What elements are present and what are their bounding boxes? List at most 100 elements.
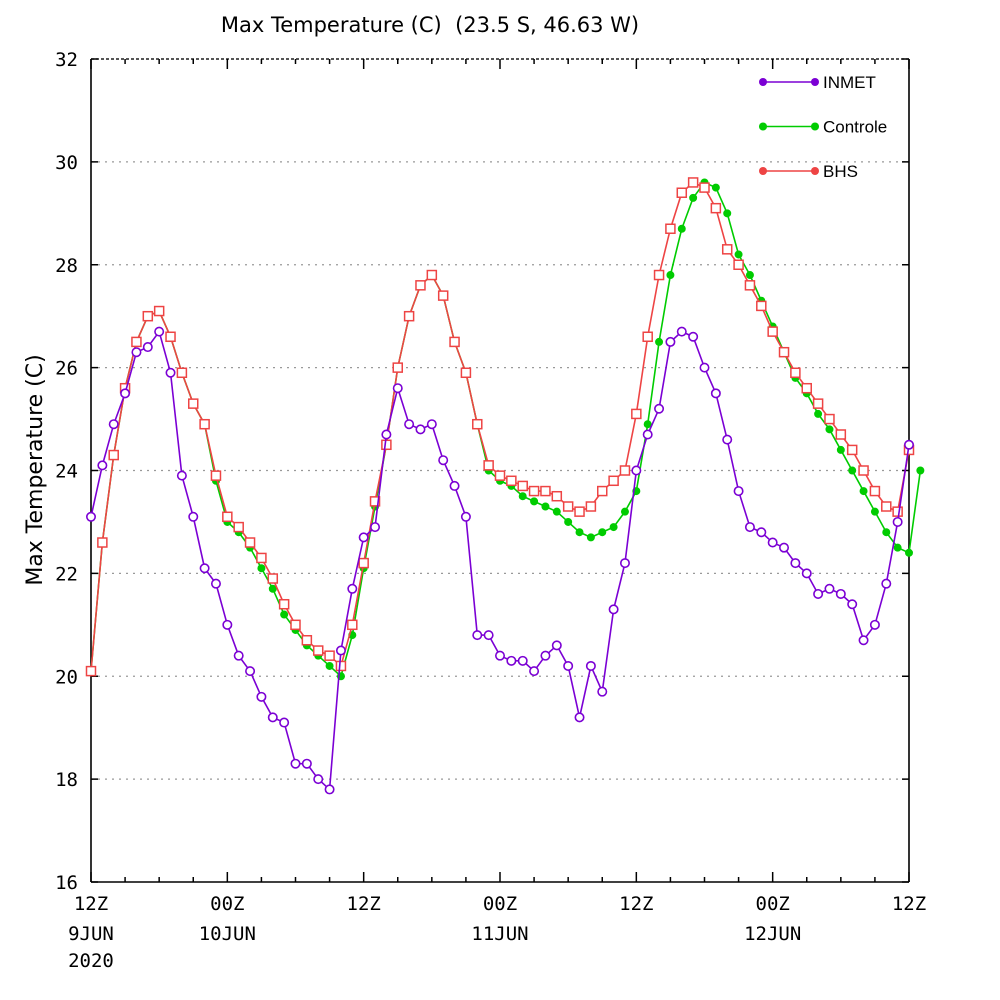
legend-label-bhs: BHS <box>823 162 858 181</box>
data-point-inmet <box>631 465 642 476</box>
data-point-bhs <box>846 444 858 456</box>
data-point-inmet <box>86 511 97 522</box>
data-point-bhs <box>528 485 540 497</box>
data-point-bhs <box>710 202 722 214</box>
data-point-controle <box>689 193 698 202</box>
y-tick-label: 20 <box>55 666 78 688</box>
data-point-controle <box>882 528 891 537</box>
legend-marker-controle <box>811 122 819 131</box>
data-point-bhs <box>301 634 313 646</box>
legend-marker-bhs <box>811 167 819 175</box>
legend: INMET Controle BHS <box>759 73 887 181</box>
y-tick-label: 18 <box>55 769 78 791</box>
data-point-controle <box>564 517 573 526</box>
data-point-inmet <box>665 336 676 347</box>
x-tick-date: 11JUN <box>471 923 528 945</box>
x-tick-label: 12Z <box>619 893 653 915</box>
data-point-bhs <box>278 598 290 610</box>
data-point-inmet <box>142 342 153 353</box>
data-point-bhs <box>244 537 256 548</box>
data-point-bhs <box>551 490 563 502</box>
legend-marker-bhs <box>759 167 767 175</box>
data-point-inmet <box>165 367 176 378</box>
data-point-controle <box>734 250 743 259</box>
data-point-controle <box>530 497 539 506</box>
y-tick-label: 24 <box>55 461 78 483</box>
data-point-bhs <box>324 650 335 661</box>
data-point-bhs <box>233 521 244 533</box>
data-point-controle <box>870 507 879 516</box>
data-point-bhs <box>267 573 279 584</box>
data-point-controle <box>814 409 823 418</box>
data-point-inmet <box>120 388 131 399</box>
data-point-inmet <box>892 516 903 527</box>
data-point-bhs <box>256 552 267 564</box>
data-point-bhs <box>392 362 403 373</box>
data-point-inmet <box>256 691 267 702</box>
data-point-bhs <box>631 408 642 420</box>
data-point-inmet <box>438 455 449 466</box>
data-point-controle <box>598 528 607 537</box>
data-point-controle <box>620 507 629 516</box>
data-point-bhs <box>347 619 358 631</box>
data-point-controle <box>586 533 595 542</box>
data-point-inmet <box>767 537 778 548</box>
data-point-inmet <box>381 429 392 440</box>
data-point-bhs <box>869 485 881 497</box>
data-point-controle <box>518 492 527 501</box>
data-point-inmet <box>347 583 358 594</box>
data-point-controle <box>711 183 720 192</box>
data-point-controle <box>643 420 652 429</box>
legend-label-controle: Controle <box>823 118 887 137</box>
data-point-inmet <box>335 645 346 656</box>
data-point-bhs <box>642 331 653 343</box>
x-tick-label: 00Z <box>210 893 244 915</box>
data-point-inmet <box>654 403 665 414</box>
data-point-bhs <box>176 367 188 379</box>
data-point-inmet <box>494 650 505 661</box>
data-point-inmet <box>676 326 687 337</box>
legend-marker-inmet <box>759 78 767 86</box>
legend-entry-inmet: INMET <box>759 73 876 92</box>
data-point-bhs <box>494 470 506 481</box>
x-tick-year: 2020 <box>68 950 114 972</box>
data-point-bhs <box>222 511 233 523</box>
data-point-inmet <box>404 419 415 430</box>
data-point-inmet <box>426 419 437 430</box>
data-point-inmet <box>608 604 619 615</box>
data-point-controle <box>677 224 686 233</box>
y-tick-label: 22 <box>55 563 78 585</box>
data-point-bhs <box>812 398 824 409</box>
data-point-controle <box>655 337 664 346</box>
data-point-bhs <box>858 465 869 476</box>
data-point-controle <box>541 502 550 511</box>
x-tick-date: 10JUN <box>199 923 256 945</box>
data-point-bhs <box>767 326 778 337</box>
data-point-inmet <box>710 388 721 399</box>
legend-entry-controle: Controle <box>759 118 887 137</box>
data-point-controle <box>552 507 561 516</box>
data-point-inmet <box>506 655 517 666</box>
data-point-bhs <box>778 346 790 358</box>
data-point-bhs <box>210 470 222 481</box>
data-point-controle <box>905 548 913 557</box>
data-point-controle <box>280 610 289 619</box>
data-point-inmet <box>881 578 892 589</box>
data-point-controle <box>745 271 754 280</box>
series-inmet <box>86 326 914 795</box>
data-point-bhs <box>142 310 154 322</box>
data-point-bhs <box>562 501 574 512</box>
data-point-controle <box>575 528 584 537</box>
x-tick-label: 12Z <box>347 893 381 915</box>
data-point-bhs <box>824 413 835 425</box>
data-point-inmet <box>324 784 335 795</box>
data-point-inmet <box>108 419 119 430</box>
data-point-bhs <box>472 418 483 430</box>
data-point-inmet <box>154 326 165 337</box>
data-point-bhs <box>653 269 665 281</box>
legend-marker-inmet <box>811 78 819 86</box>
y-tick-label: 32 <box>55 49 78 71</box>
data-point-bhs <box>188 398 199 409</box>
data-point-controle <box>893 543 902 552</box>
